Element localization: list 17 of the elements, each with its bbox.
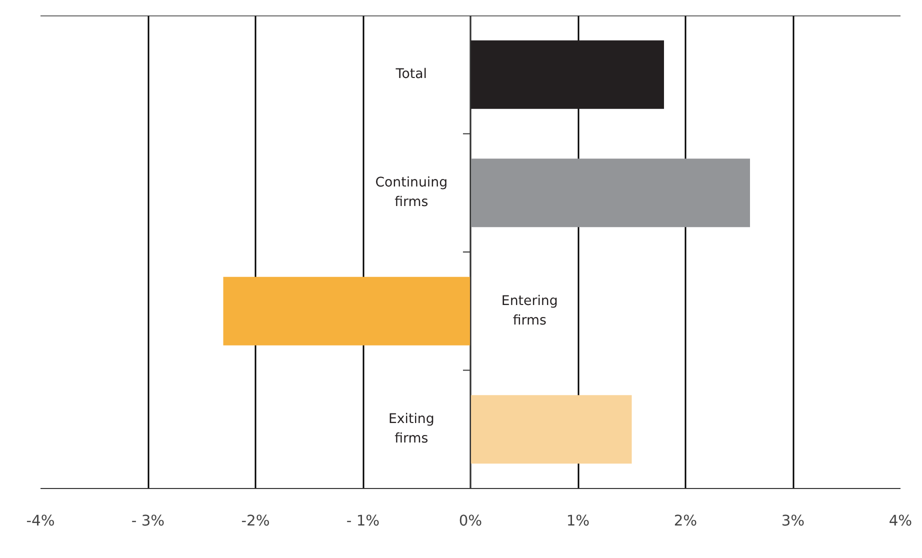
bar — [470, 158, 750, 228]
x-tick-label: 3% — [781, 512, 805, 530]
y-tick-label: Entering firms — [501, 294, 558, 328]
x-tick-label: 4% — [888, 512, 912, 530]
x-tick-label: -2% — [241, 512, 270, 530]
x-tick-label: -4% — [26, 512, 55, 530]
y-tick-label: Total — [394, 67, 427, 82]
y-tick-label: Continuing firms — [375, 176, 448, 210]
x-tick-label: - 3% — [131, 512, 165, 530]
y-tick-label: Exiting firms — [388, 412, 434, 447]
x-tick-label: 2% — [674, 512, 698, 530]
x-tick-label: 0% — [458, 512, 482, 530]
x-tick-label: - 1% — [346, 512, 380, 530]
bar — [470, 40, 664, 109]
bar — [223, 276, 470, 346]
bar — [470, 395, 632, 464]
x-tick-label: 1% — [566, 512, 590, 530]
